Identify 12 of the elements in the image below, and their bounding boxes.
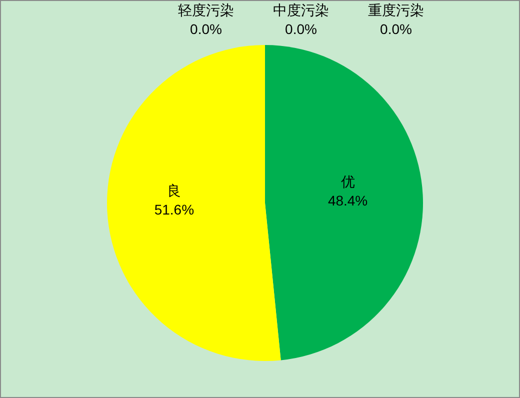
data-label: 51.6% (154, 201, 194, 218)
category-label: 轻度污染 (178, 2, 234, 18)
slice-label: 良 (167, 182, 182, 198)
category-label: 中度污染 (273, 2, 329, 18)
pie-slice (107, 45, 281, 361)
category-label: 重度污染 (368, 2, 424, 18)
pie-slice (265, 45, 423, 360)
text: 0.0% (285, 21, 317, 37)
slice-label: 优 (340, 174, 355, 190)
text: 0.0% (380, 21, 412, 37)
data-label: 48.4% (328, 192, 368, 209)
text: 0.0% (190, 21, 222, 37)
